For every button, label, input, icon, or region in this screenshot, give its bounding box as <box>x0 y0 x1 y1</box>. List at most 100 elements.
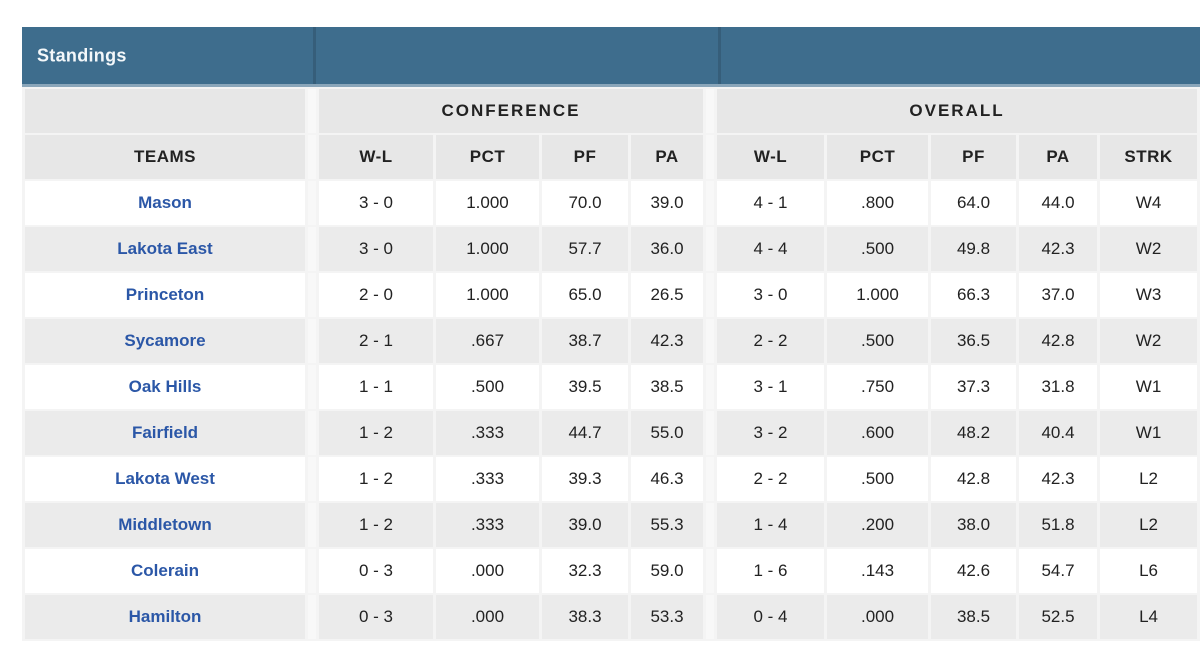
ovr-pa-cell: 44.0 <box>1019 181 1098 225</box>
conf-pct-cell: .667 <box>436 319 539 363</box>
strk-cell: L6 <box>1100 549 1198 593</box>
page-title: Standings <box>37 45 127 65</box>
ovr-wl-cell: 2 - 2 <box>717 457 825 501</box>
team-link[interactable]: Middletown <box>118 515 212 534</box>
team-cell: Fairfield <box>25 411 305 455</box>
group-gutter <box>706 319 715 363</box>
conf-pa-cell: 42.3 <box>631 319 704 363</box>
table-row: Lakota West 1 - 2 .333 39.3 46.3 2 - 2 .… <box>25 457 1198 501</box>
ovr-wl-cell: 3 - 2 <box>717 411 825 455</box>
team-cell: Princeton <box>25 273 305 317</box>
group-gutter <box>308 411 316 455</box>
group-gutter <box>308 503 316 547</box>
column-header-conf-pct: PCT <box>436 135 539 179</box>
conf-wl-cell: 0 - 3 <box>319 595 433 639</box>
ovr-pa-cell: 31.8 <box>1019 365 1098 409</box>
team-link[interactable]: Oak Hills <box>128 377 202 396</box>
conf-pct-cell: 1.000 <box>436 181 539 225</box>
group-gutter <box>706 411 715 455</box>
team-cell: Colerain <box>25 549 305 593</box>
ovr-wl-cell: 4 - 4 <box>717 227 825 271</box>
group-gutter <box>706 273 715 317</box>
conf-pct-cell: .000 <box>436 549 539 593</box>
conf-pf-cell: 38.3 <box>542 595 628 639</box>
ovr-pa-cell: 42.3 <box>1019 227 1098 271</box>
ovr-pct-cell: .600 <box>827 411 929 455</box>
conf-pa-cell: 55.3 <box>631 503 704 547</box>
column-header-ovr-wl: W-L <box>717 135 825 179</box>
team-link[interactable]: Sycamore <box>124 331 206 350</box>
ovr-pa-cell: 42.3 <box>1019 457 1098 501</box>
strk-cell: W4 <box>1100 181 1198 225</box>
ovr-pct-cell: .500 <box>827 319 929 363</box>
team-link[interactable]: Lakota West <box>115 469 215 488</box>
group-gutter <box>706 135 715 179</box>
ovr-pf-cell: 37.3 <box>931 365 1017 409</box>
strk-cell: L4 <box>1100 595 1198 639</box>
strk-cell: W1 <box>1100 365 1198 409</box>
column-header-ovr-pf: PF <box>931 135 1017 179</box>
team-link[interactable]: Princeton <box>125 285 205 304</box>
team-link[interactable]: Mason <box>138 193 192 212</box>
conf-pct-cell: .500 <box>436 365 539 409</box>
group-gutter <box>308 319 316 363</box>
column-header-row: TEAMS W-L PCT PF PA W-L PCT PF PA STRK <box>25 135 1198 179</box>
group-gutter <box>706 549 715 593</box>
ovr-pf-cell: 38.0 <box>931 503 1017 547</box>
conf-wl-cell: 3 - 0 <box>319 227 433 271</box>
group-gutter <box>706 503 715 547</box>
ovr-wl-cell: 1 - 4 <box>717 503 825 547</box>
conf-pa-cell: 53.3 <box>631 595 704 639</box>
conf-wl-cell: 1 - 1 <box>319 365 433 409</box>
conf-pct-cell: .333 <box>436 457 539 501</box>
team-cell: Mason <box>25 181 305 225</box>
ovr-wl-cell: 0 - 4 <box>717 595 825 639</box>
ovr-pct-cell: .143 <box>827 549 929 593</box>
ovr-pa-cell: 42.8 <box>1019 319 1098 363</box>
group-gutter <box>706 181 715 225</box>
table-row: Sycamore 2 - 1 .667 38.7 42.3 2 - 2 .500… <box>25 319 1198 363</box>
group-gutter <box>308 457 316 501</box>
group-gutter <box>706 595 715 639</box>
table-row: Lakota East 3 - 0 1.000 57.7 36.0 4 - 4 … <box>25 227 1198 271</box>
table-row: Colerain 0 - 3 .000 32.3 59.0 1 - 6 .143… <box>25 549 1198 593</box>
team-link[interactable]: Colerain <box>130 561 200 580</box>
titlebar-divider <box>313 27 316 84</box>
standings-table: CONFERENCE OVERALL TEAMS W-L PCT PF PA W… <box>22 87 1200 641</box>
strk-cell: W2 <box>1100 319 1198 363</box>
group-gutter <box>308 273 316 317</box>
ovr-wl-cell: 2 - 2 <box>717 319 825 363</box>
column-header-teams: TEAMS <box>25 135 305 179</box>
ovr-pf-cell: 36.5 <box>931 319 1017 363</box>
ovr-pct-cell: 1.000 <box>827 273 929 317</box>
ovr-pct-cell: .500 <box>827 457 929 501</box>
conf-pf-cell: 38.7 <box>542 319 628 363</box>
conf-wl-cell: 1 - 2 <box>319 503 433 547</box>
group-gutter <box>308 595 316 639</box>
conf-pct-cell: .333 <box>436 503 539 547</box>
conf-pa-cell: 55.0 <box>631 411 704 455</box>
conf-pf-cell: 32.3 <box>542 549 628 593</box>
conf-wl-cell: 3 - 0 <box>319 181 433 225</box>
ovr-wl-cell: 1 - 6 <box>717 549 825 593</box>
column-header-strk: STRK <box>1100 135 1198 179</box>
group-gutter <box>706 89 715 133</box>
team-cell: Hamilton <box>25 595 305 639</box>
ovr-pct-cell: .500 <box>827 227 929 271</box>
team-link[interactable]: Lakota East <box>117 239 213 258</box>
strk-cell: W1 <box>1100 411 1198 455</box>
conf-pf-cell: 39.3 <box>542 457 628 501</box>
team-cell: Sycamore <box>25 319 305 363</box>
ovr-pct-cell: .750 <box>827 365 929 409</box>
strk-cell: L2 <box>1100 503 1198 547</box>
group-header-conference: CONFERENCE <box>319 89 704 133</box>
group-gutter <box>706 365 715 409</box>
team-link[interactable]: Fairfield <box>131 423 199 442</box>
team-link[interactable]: Hamilton <box>128 607 202 626</box>
group-gutter <box>308 135 316 179</box>
conf-pct-cell: .000 <box>436 595 539 639</box>
table-row: Princeton 2 - 0 1.000 65.0 26.5 3 - 0 1.… <box>25 273 1198 317</box>
group-gutter <box>706 227 715 271</box>
ovr-pa-cell: 37.0 <box>1019 273 1098 317</box>
conf-pa-cell: 59.0 <box>631 549 704 593</box>
